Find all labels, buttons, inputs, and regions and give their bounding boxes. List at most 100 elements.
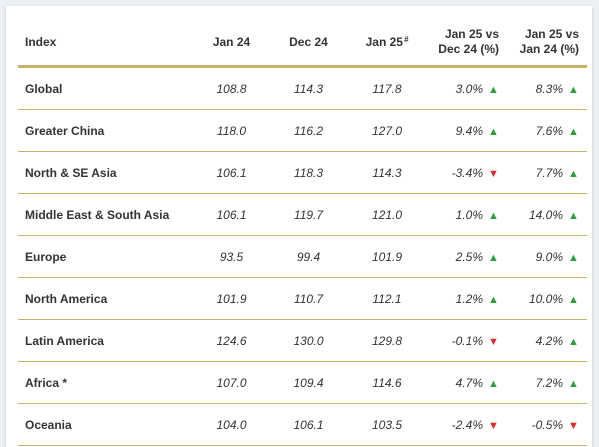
row-region-name: Middle East & South Asia [18, 193, 193, 236]
row-vs-dec24-value: 4.7% [455, 375, 483, 390]
table-row: North America 101.9 110.7 112.1 1.2% ▲ 10… [18, 277, 587, 320]
row-region-name: Greater China [18, 109, 193, 152]
triangle-down-icon: ▼ [488, 419, 499, 432]
header-dec24: Dec 24 [270, 19, 347, 68]
row-vs-dec24-change: 1.2% ▲ [427, 277, 507, 320]
row-jan24-value: 93.5 [193, 235, 270, 278]
row-jan24-value: 118.0 [193, 109, 270, 152]
row-vs-jan24-change: 9.0% ▲ [507, 235, 587, 278]
table-row: North & SE Asia 106.1 118.3 114.3 -3.4% ▼… [18, 151, 587, 194]
triangle-up-icon: ▲ [568, 167, 579, 180]
triangle-up-icon: ▲ [568, 83, 579, 96]
row-vs-jan24-value: 7.2% [535, 375, 563, 390]
row-vs-dec24-value: 9.4% [455, 123, 483, 138]
row-vs-dec24-value: -0.1% [451, 333, 483, 348]
row-jan25-value: 112.1 [347, 277, 427, 320]
row-dec24-value: 106.1 [270, 403, 347, 446]
table-row: Europe 93.5 99.4 101.9 2.5% ▲ 9.0% ▲ [18, 235, 587, 278]
row-jan25-value: 114.6 [347, 361, 427, 404]
row-vs-dec24-change: 3.0% ▲ [427, 66, 507, 110]
row-jan24-value: 106.1 [193, 193, 270, 236]
row-jan24-value: 106.1 [193, 151, 270, 194]
triangle-up-icon: ▲ [488, 377, 499, 390]
row-jan25-value: 127.0 [347, 109, 427, 152]
row-jan24-value: 108.8 [193, 66, 270, 110]
row-region-name: Global [18, 66, 193, 110]
row-dec24-value: 130.0 [270, 319, 347, 362]
row-dec24-value: 116.2 [270, 109, 347, 152]
row-jan24-value: 107.0 [193, 361, 270, 404]
header-index: Index [18, 19, 193, 68]
row-vs-jan24-value: 7.6% [535, 123, 563, 138]
row-jan25-value: 114.3 [347, 151, 427, 194]
row-vs-jan24-change: 7.2% ▲ [507, 361, 587, 404]
row-vs-jan24-change: -0.5% ▼ [507, 403, 587, 446]
row-jan25-value: 103.5 [347, 403, 427, 446]
row-jan25-value: 101.9 [347, 235, 427, 278]
row-region-name: Europe [18, 235, 193, 278]
row-jan24-value: 104.0 [193, 403, 270, 446]
row-vs-jan24-value: 7.7% [535, 165, 563, 180]
row-vs-jan24-value: 14.0% [528, 207, 563, 222]
triangle-up-icon: ▲ [488, 83, 499, 96]
row-dec24-value: 114.3 [270, 66, 347, 110]
row-vs-dec24-change: -3.4% ▼ [427, 151, 507, 194]
row-vs-dec24-change: 4.7% ▲ [427, 361, 507, 404]
row-region-name: North & SE Asia [18, 151, 193, 194]
triangle-up-icon: ▲ [568, 125, 579, 138]
header-vs-dec24-line1: Jan 25 vs [444, 27, 499, 41]
row-dec24-value: 109.4 [270, 361, 347, 404]
row-jan25-value: 129.8 [347, 319, 427, 362]
row-region-name: Oceania [18, 403, 193, 446]
table-row: Global 108.8 114.3 117.8 3.0% ▲ 8.3% ▲ [18, 66, 587, 110]
triangle-down-icon: ▼ [488, 167, 499, 180]
row-dec24-value: 99.4 [270, 235, 347, 278]
triangle-down-icon: ▼ [488, 335, 499, 348]
row-region-name: Latin America [18, 319, 193, 362]
row-dec24-value: 119.7 [270, 193, 347, 236]
triangle-up-icon: ▲ [488, 209, 499, 222]
header-vs-jan24-line1: Jan 25 vs [524, 27, 579, 41]
row-jan25-value: 117.8 [347, 66, 427, 110]
row-dec24-value: 118.3 [270, 151, 347, 194]
row-vs-jan24-value: 4.2% [535, 333, 563, 348]
row-region-name: Africa * [18, 361, 193, 404]
row-vs-dec24-value: 1.2% [455, 291, 483, 306]
row-vs-jan24-change: 4.2% ▲ [507, 319, 587, 362]
row-vs-dec24-change: 2.5% ▲ [427, 235, 507, 278]
row-vs-dec24-change: 9.4% ▲ [427, 109, 507, 152]
header-jan25-footnote-mark: # [403, 34, 409, 44]
row-region-name: North America [18, 277, 193, 320]
table-row: Greater China 118.0 116.2 127.0 9.4% ▲ 7.… [18, 109, 587, 152]
row-vs-dec24-change: -0.1% ▼ [427, 319, 507, 362]
row-jan24-value: 124.6 [193, 319, 270, 362]
header-vs-jan24-line2: Jan 24 (%) [519, 42, 579, 56]
triangle-down-icon: ▼ [568, 419, 579, 432]
row-vs-dec24-value: 1.0% [455, 207, 483, 222]
triangle-up-icon: ▲ [568, 209, 579, 222]
row-vs-jan24-change: 14.0% ▲ [507, 193, 587, 236]
triangle-up-icon: ▲ [568, 335, 579, 348]
header-vs-dec24-line2: Dec 24 (%) [438, 42, 499, 56]
row-jan25-value: 121.0 [347, 193, 427, 236]
header-jan25-label: Jan 25 [365, 34, 403, 49]
row-vs-jan24-value: 10.0% [528, 291, 563, 306]
row-vs-jan24-change: 8.3% ▲ [507, 66, 587, 110]
triangle-up-icon: ▲ [488, 293, 499, 306]
row-vs-jan24-change: 7.6% ▲ [507, 109, 587, 152]
row-vs-jan24-change: 7.7% ▲ [507, 151, 587, 194]
row-vs-dec24-change: -2.4% ▼ [427, 403, 507, 446]
header-vs-dec24: Jan 25 vs Dec 24 (%) [427, 19, 507, 68]
row-vs-dec24-value: -2.4% [451, 417, 483, 432]
table-row: Africa * 107.0 109.4 114.6 4.7% ▲ 7.2% ▲ [18, 361, 587, 404]
header-jan24: Jan 24 [193, 19, 270, 68]
triangle-up-icon: ▲ [568, 293, 579, 306]
row-dec24-value: 110.7 [270, 277, 347, 320]
header-jan25: Jan 25# [347, 19, 427, 68]
row-jan24-value: 101.9 [193, 277, 270, 320]
row-vs-dec24-value: 2.5% [455, 249, 483, 264]
index-table: Index Jan 24 Dec 24 Jan 25# Jan 25 vs De… [18, 19, 587, 446]
triangle-up-icon: ▲ [568, 377, 579, 390]
row-vs-dec24-value: 3.0% [455, 81, 483, 96]
table-row: Latin America 124.6 130.0 129.8 -0.1% ▼ 4… [18, 319, 587, 362]
